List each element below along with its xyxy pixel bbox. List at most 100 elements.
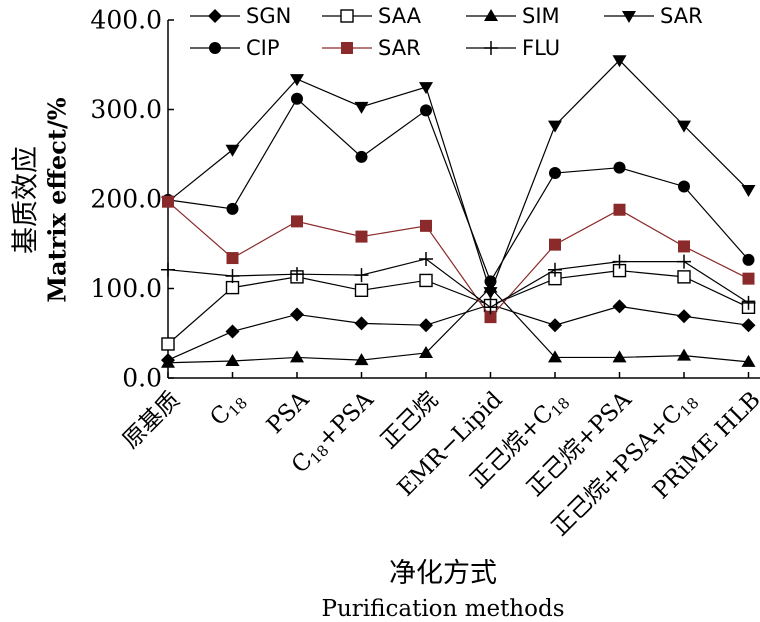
data-point xyxy=(677,120,691,133)
data-point xyxy=(419,82,433,95)
data-point xyxy=(225,324,240,339)
data-point xyxy=(677,348,691,361)
data-point xyxy=(291,92,303,105)
data-point xyxy=(742,272,755,285)
series-line xyxy=(167,303,749,361)
data-point xyxy=(226,202,239,215)
y-tick-label: 200.0 xyxy=(90,185,162,214)
data-point xyxy=(548,120,562,133)
data-point xyxy=(678,240,690,253)
series-line xyxy=(167,59,749,294)
data-point xyxy=(355,230,368,243)
data-point xyxy=(741,318,756,333)
series-line xyxy=(167,201,749,319)
series-sar-3 xyxy=(161,55,756,300)
legend-label: FLU xyxy=(522,36,560,60)
series-sim-2 xyxy=(161,280,756,368)
series-saa-1 xyxy=(161,263,756,351)
legend-label: SAA xyxy=(378,4,422,28)
data-point xyxy=(161,262,175,277)
data-point xyxy=(290,307,304,322)
legend-item-flu-6: FLU xyxy=(466,36,560,60)
data-point xyxy=(483,300,498,315)
data-point xyxy=(549,238,561,251)
series-line xyxy=(167,97,749,283)
data-point xyxy=(354,283,369,297)
y-tick-label: 100.0 xyxy=(90,274,162,303)
data-point xyxy=(420,104,432,117)
legend-label: SAR xyxy=(378,36,421,60)
y-axis-label-cn: 基质效应 xyxy=(11,146,42,254)
data-point xyxy=(548,262,562,277)
data-point xyxy=(419,318,433,333)
data-point xyxy=(419,345,433,358)
data-point xyxy=(613,161,626,174)
data-point xyxy=(419,273,433,288)
data-point xyxy=(742,253,755,266)
data-point xyxy=(612,350,627,363)
legend-item-cip-4: CIP xyxy=(190,36,280,60)
y-tick-label: 0.0 xyxy=(122,364,162,393)
data-point xyxy=(483,287,498,300)
data-point xyxy=(420,219,432,232)
legend-marker xyxy=(484,9,498,21)
legend-item-sim-2: SIM xyxy=(466,4,560,28)
data-point xyxy=(354,353,369,366)
data-point xyxy=(613,203,626,216)
data-point xyxy=(677,254,691,269)
legend-item-saa-1: SAA xyxy=(322,4,422,28)
data-point xyxy=(677,270,691,284)
x-axis-label-cn: 净化方式 xyxy=(389,558,497,589)
data-series xyxy=(161,55,756,368)
data-point xyxy=(161,337,175,351)
data-point xyxy=(225,268,240,283)
x-axis-label-en: Purification methods xyxy=(322,596,565,622)
series-sar-5 xyxy=(162,195,755,324)
data-point xyxy=(549,167,561,180)
legend-label: SAR xyxy=(660,4,703,28)
legend-label: SIM xyxy=(522,4,560,28)
data-point xyxy=(677,309,691,324)
legend-label: CIP xyxy=(246,36,280,60)
legend-marker xyxy=(208,9,222,23)
legend-label: SGN xyxy=(246,4,291,28)
data-point xyxy=(290,350,304,363)
data-point xyxy=(741,185,756,198)
data-point xyxy=(354,268,369,283)
y-tick-labels: 0.0 100.0 200.0 300.0 400.0 xyxy=(90,6,162,393)
data-point xyxy=(612,299,627,314)
data-point xyxy=(678,180,690,193)
legend-marker xyxy=(209,42,221,54)
y-tick-label: 400.0 xyxy=(90,6,162,35)
data-point xyxy=(484,311,497,324)
legend: SGN SAA SIM SAR CIP SAR FLU xyxy=(190,4,703,60)
x-tick-label: PSA xyxy=(262,387,314,439)
data-point xyxy=(612,55,627,68)
data-point xyxy=(419,251,433,266)
y-axis-label-en: Matrix effect/% xyxy=(43,97,72,302)
series-line xyxy=(167,258,749,309)
data-point xyxy=(354,101,369,114)
data-point xyxy=(162,195,174,208)
y-tick-label: 300.0 xyxy=(90,95,162,124)
legend-marker xyxy=(340,9,354,23)
data-point xyxy=(355,150,368,163)
data-point xyxy=(484,275,497,288)
x-tick-label: C18 xyxy=(205,387,251,433)
legend-marker xyxy=(622,11,636,23)
data-point xyxy=(225,280,240,295)
data-point xyxy=(225,144,240,157)
data-point xyxy=(612,254,627,269)
data-point xyxy=(226,252,239,265)
data-point xyxy=(741,295,756,310)
series-line xyxy=(167,286,749,364)
series-line xyxy=(167,269,749,345)
data-point xyxy=(354,316,369,331)
series-flu-6 xyxy=(161,251,756,315)
legend-item-sar-3: SAR xyxy=(604,4,703,28)
legend-marker xyxy=(341,42,353,54)
data-point xyxy=(290,74,304,87)
data-point xyxy=(291,215,303,228)
data-point xyxy=(290,267,304,282)
